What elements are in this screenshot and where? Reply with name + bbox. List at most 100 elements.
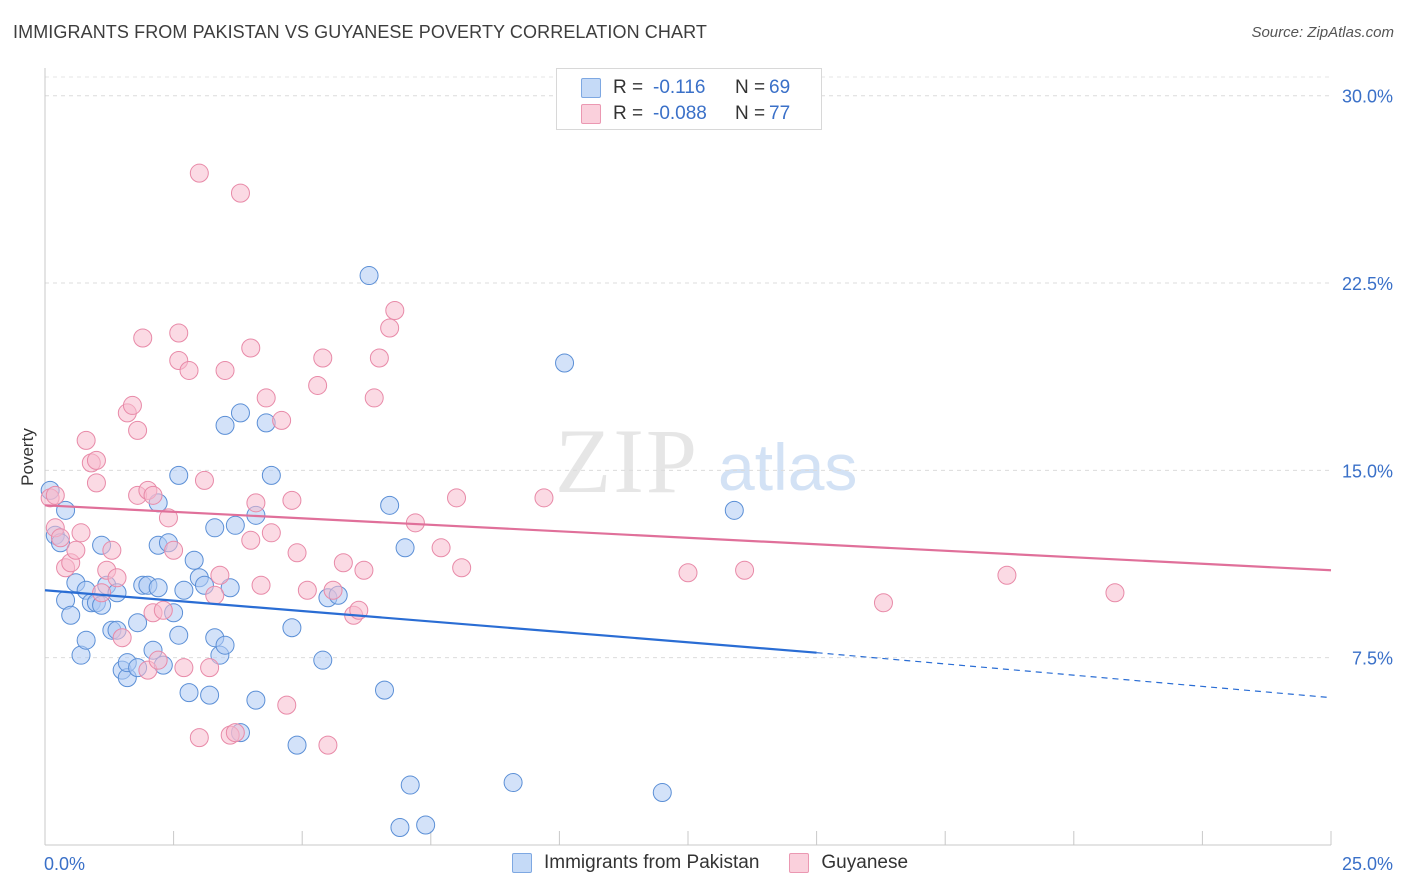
data-point [282, 618, 302, 638]
data-point [997, 565, 1017, 585]
data-point [375, 680, 395, 700]
legend-swatch-guyanese [789, 853, 810, 873]
data-point [873, 593, 893, 613]
source-label: Source: ZipAtlas.com [1251, 24, 1394, 41]
trend-layer [44, 504, 1332, 699]
data-point [210, 565, 230, 585]
data-point [1105, 583, 1125, 603]
data-point [724, 500, 744, 520]
data-point [534, 488, 554, 508]
data-point [128, 613, 148, 633]
y-tick-label: 30.0% [1342, 87, 1393, 107]
data-point [503, 773, 523, 793]
axes [44, 68, 1332, 846]
data-point [225, 723, 245, 743]
data-point [313, 650, 333, 670]
data-point [56, 500, 76, 520]
data-point [92, 583, 112, 603]
data-point [380, 318, 400, 338]
data-point [272, 410, 292, 430]
data-point [246, 493, 266, 513]
data-point [215, 415, 235, 435]
data-point [678, 563, 698, 583]
legend-swatch-pakistan [581, 78, 601, 98]
data-point [220, 578, 240, 598]
data-point [297, 580, 317, 600]
watermark: ZIP atlas [555, 410, 857, 512]
data-point [241, 338, 261, 358]
legend-swatch-pakistan [512, 853, 532, 873]
data-point [76, 430, 96, 450]
data-point [71, 523, 91, 543]
series-layer [40, 163, 1125, 838]
data-point [416, 815, 436, 835]
y-axis-label: Poverty [18, 428, 37, 486]
data-point [174, 658, 194, 678]
legend-r-label: R = [613, 77, 644, 98]
legend-item-pakistan: Immigrants from Pakistan [512, 852, 759, 874]
data-point [174, 580, 194, 600]
legend-n-label: N = [735, 103, 766, 124]
data-point [261, 465, 281, 485]
data-point [148, 650, 168, 670]
legend-r-value: -0.088 [653, 103, 707, 124]
data-point [555, 353, 575, 373]
data-point [200, 685, 220, 705]
data-point [225, 515, 245, 535]
data-point [215, 635, 235, 655]
data-point [200, 658, 220, 678]
data-point [50, 528, 70, 548]
y-tick-label: 7.5% [1352, 649, 1393, 669]
y-tick-labels: 7.5% 15.0% 22.5% 30.0% [1342, 87, 1393, 669]
data-point [246, 690, 266, 710]
data-point [364, 388, 384, 408]
data-point [148, 578, 168, 598]
data-point [447, 488, 467, 508]
x-tick-label: 0.0% [44, 854, 85, 874]
data-point [215, 360, 235, 380]
y-tick-label: 22.5% [1342, 274, 1393, 294]
trend-line-pakistan [44, 589, 817, 654]
legend-n-value: 77 [769, 103, 791, 124]
data-point [184, 550, 204, 570]
legend-r-value: -0.116 [653, 77, 706, 98]
data-point [241, 530, 261, 550]
data-point [102, 540, 122, 560]
data-point [153, 600, 173, 620]
data-point [164, 540, 184, 560]
legend-label-pakistan: Immigrants from Pakistan [544, 852, 760, 873]
data-point [169, 323, 189, 343]
data-point [431, 538, 451, 558]
data-point [318, 735, 338, 755]
legend-n-value: 69 [769, 77, 791, 98]
data-point [287, 735, 307, 755]
data-point [230, 183, 250, 203]
data-point [251, 575, 271, 595]
x-tick-labels: 0.0% 25.0% [44, 854, 1393, 874]
data-point [313, 348, 333, 368]
data-point [189, 728, 209, 748]
series-guyanese [40, 163, 1125, 755]
data-point [61, 605, 81, 625]
trend-line-guyanese [44, 504, 1332, 572]
data-point [385, 301, 405, 321]
data-point [390, 818, 410, 838]
series-legend: Immigrants from Pakistan Guyanese [512, 852, 938, 874]
trend-extension-pakistan [816, 652, 1332, 699]
data-point [400, 775, 420, 795]
legend-row-pakistan: R = -0.116 N = 69 [581, 76, 790, 100]
data-point [452, 558, 472, 578]
data-point [287, 543, 307, 563]
legend-box: R = -0.116 N = 69 R = -0.088 N = 77 [556, 68, 822, 130]
data-point [256, 388, 276, 408]
data-point [323, 580, 343, 600]
data-point [277, 695, 297, 715]
legend-r-label: R = [613, 103, 644, 124]
data-point [169, 625, 189, 645]
legend-item-guyanese: Guyanese [789, 852, 908, 874]
data-point [107, 568, 127, 588]
data-point [76, 630, 96, 650]
data-point [282, 490, 302, 510]
data-point [369, 348, 389, 368]
